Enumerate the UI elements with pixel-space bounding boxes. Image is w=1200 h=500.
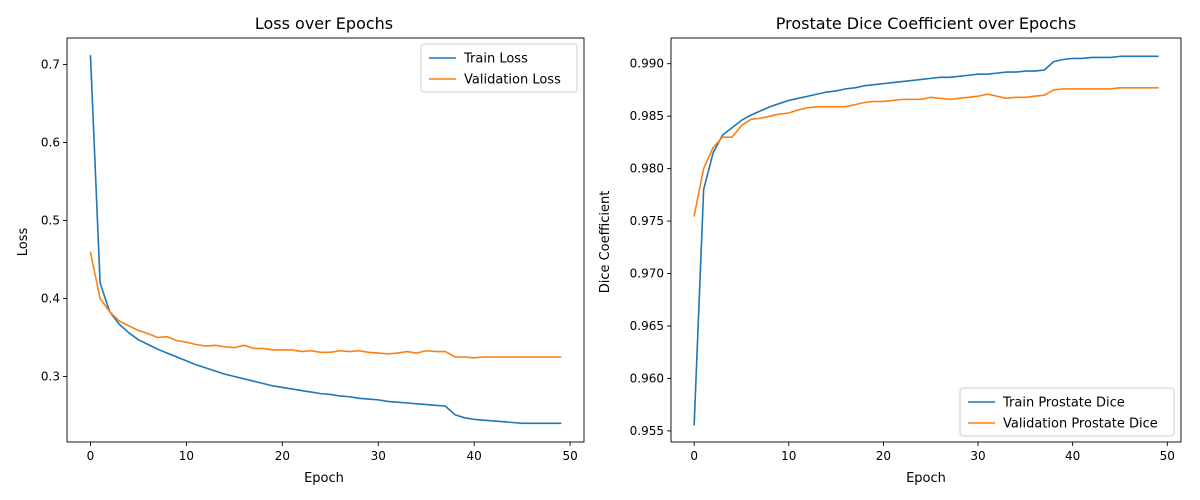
dice-y-tick-label: 0.990 bbox=[630, 57, 664, 71]
loss-x-axis-label: Epoch bbox=[304, 471, 344, 486]
loss-y-axis-label: Loss bbox=[16, 228, 31, 257]
dice-y-tick-label: 0.965 bbox=[630, 319, 664, 333]
dice-chart: Prostate Dice Coefficient over Epochs 0 1… bbox=[598, 14, 1182, 486]
loss-y-tick-label: 0.4 bbox=[41, 291, 60, 305]
dice-y-tick-label: 0.955 bbox=[630, 424, 664, 438]
dice-x-tick-label: 50 bbox=[1160, 449, 1175, 463]
loss-series-line-0 bbox=[89, 55, 562, 425]
loss-x-tick-label: 20 bbox=[275, 449, 290, 463]
dice-series-line-0 bbox=[693, 55, 1159, 426]
dice-legend-box bbox=[959, 387, 1175, 437]
dice-x-tick-label: 40 bbox=[1065, 449, 1080, 463]
dice-y-tick-label: 0.975 bbox=[630, 214, 664, 228]
loss-x-tick-label: 40 bbox=[467, 449, 482, 463]
loss-chart-title: Loss over Epochs bbox=[255, 14, 393, 33]
loss-x-tick-label: 30 bbox=[371, 449, 386, 463]
loss-legend-box bbox=[420, 43, 578, 93]
dice-chart-title: Prostate Dice Coefficient over Epochs bbox=[776, 14, 1076, 33]
dice-x-axis-label: Epoch bbox=[906, 471, 946, 486]
loss-y-tick-label: 0.7 bbox=[41, 58, 60, 72]
loss-y-tick-label: 0.5 bbox=[41, 214, 60, 228]
dice-y-tick-label: 0.960 bbox=[630, 371, 664, 385]
dice-y-tick-label: 0.980 bbox=[630, 162, 664, 176]
loss-y-tick-label: 0.3 bbox=[41, 369, 60, 383]
loss-chart: Loss over Epochs 0 10 20 30 40 50 0.3 0.4 0.5 0.6… bbox=[16, 14, 585, 486]
dice-x-tick-label: 20 bbox=[876, 449, 891, 463]
dice-x-tick-label: 0 bbox=[690, 449, 698, 463]
loss-plot-area: 0 10 20 30 40 50 0.3 0.4 0.5 0.6 0.7 Train Loss Vali… bbox=[41, 37, 585, 463]
dice-y-axis-label: Dice Coefficient bbox=[598, 191, 613, 294]
loss-legend-label-0: Train Loss bbox=[463, 52, 528, 67]
loss-x-tick-label: 50 bbox=[562, 449, 577, 463]
dice-legend-label-0: Train Prostate Dice bbox=[1002, 396, 1125, 411]
loss-x-tick-label: 0 bbox=[87, 449, 95, 463]
dice-y-tick-label: 0.985 bbox=[630, 109, 664, 123]
dice-legend-label-1: Validation Prostate Dice bbox=[1003, 417, 1158, 432]
dice-y-tick-label: 0.970 bbox=[630, 267, 664, 281]
dice-axes-frame bbox=[670, 37, 1182, 443]
loss-series-line-1 bbox=[89, 251, 562, 359]
dice-x-tick-label: 30 bbox=[970, 449, 985, 463]
loss-axes-frame bbox=[66, 37, 585, 443]
dice-x-tick-label: 10 bbox=[781, 449, 796, 463]
dice-series-line-1 bbox=[693, 87, 1159, 217]
loss-legend-label-1: Validation Loss bbox=[464, 73, 561, 88]
loss-y-tick-label: 0.6 bbox=[41, 136, 60, 150]
dice-legend: Train Prostate Dice Validation Prostate D… bbox=[959, 387, 1175, 437]
dice-plot-area: 0 10 20 30 40 50 0.955 0.960 0.965 0.970 0.975 0.98… bbox=[630, 37, 1182, 463]
loss-legend: Train Loss Validation Loss bbox=[420, 43, 578, 93]
loss-x-tick-label: 10 bbox=[179, 449, 194, 463]
